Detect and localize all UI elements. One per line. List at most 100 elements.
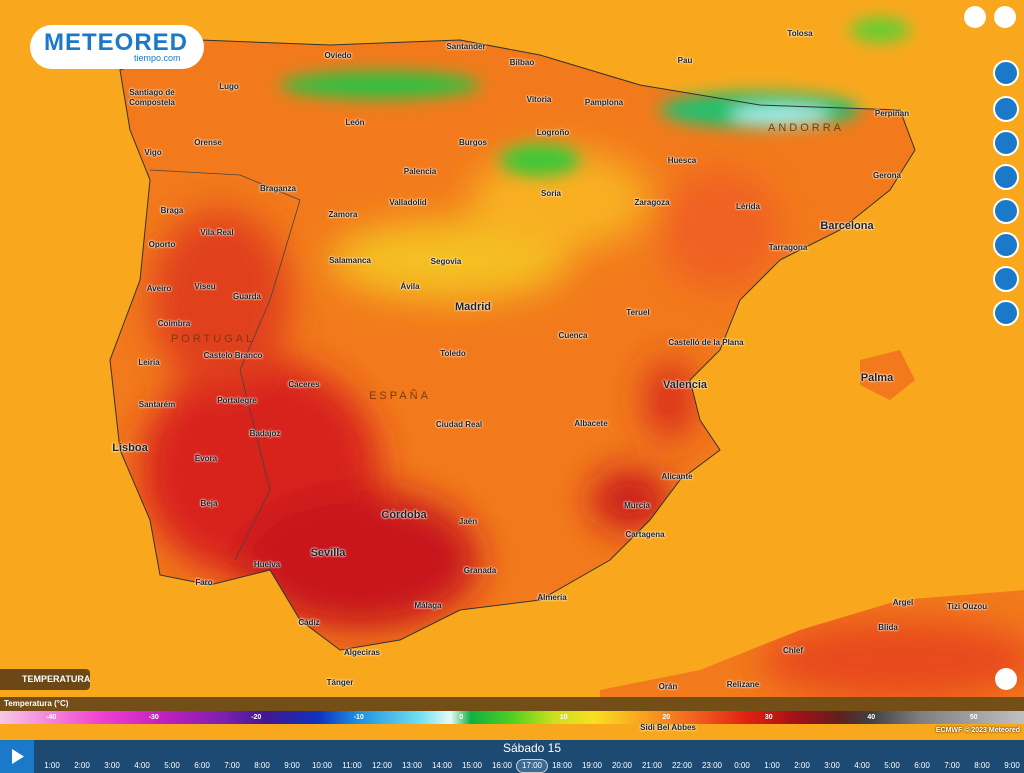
place-label: Lisboa	[112, 442, 148, 454]
hour[interactable]: 6:00	[914, 761, 930, 770]
selected-hour[interactable]: 17:00	[515, 759, 549, 773]
hour[interactable]: 22:00	[671, 761, 693, 770]
place-label: Vila Real	[200, 228, 234, 237]
place-label: Teruel	[626, 308, 650, 317]
place-label: Madrid	[454, 301, 492, 313]
hour[interactable]: 8:00	[974, 761, 990, 770]
legend-title: Temperatura (°C)	[0, 697, 1024, 711]
place-label: Guarda	[232, 292, 262, 301]
place-label: Castelló de la Plana	[668, 338, 744, 347]
place-label: Cáceres	[288, 380, 320, 389]
legend-tick: 0	[459, 714, 464, 721]
legend-tick: -30	[148, 714, 159, 721]
hour[interactable]: 9:00	[1004, 761, 1020, 770]
tool-button[interactable]	[993, 130, 1019, 156]
place-label: Argel	[892, 598, 914, 607]
hour[interactable]: 16:00	[491, 761, 513, 770]
place-label: Tizi Ouzou	[946, 602, 988, 611]
hour[interactable]: 7:00	[224, 761, 240, 770]
place-label: Jaén	[458, 517, 478, 526]
hour[interactable]: 14:00	[431, 761, 453, 770]
legend-tick: -40	[46, 714, 57, 721]
tool-button[interactable]	[993, 164, 1019, 190]
place-label: León	[345, 118, 365, 127]
hour[interactable]: 15:00	[461, 761, 483, 770]
tool-button[interactable]	[993, 96, 1019, 122]
place-label: Faro	[195, 578, 213, 587]
tool-button[interactable]	[993, 198, 1019, 224]
place-label: Almería	[537, 593, 567, 602]
hour[interactable]: 6:00	[194, 761, 210, 770]
tool-button[interactable]	[993, 232, 1019, 258]
place-label: Viseu	[194, 282, 216, 291]
hour[interactable]: 11:00	[342, 761, 362, 770]
hour[interactable]: 5:00	[164, 761, 180, 770]
hour[interactable]: 19:00	[581, 761, 603, 770]
credit: ECMWF © 2023 Meteored	[935, 727, 1020, 734]
place-label: Granada	[463, 566, 497, 575]
place-label: Santarém	[138, 400, 176, 409]
hour[interactable]: 2:00	[794, 761, 810, 770]
hour[interactable]: 12:00	[371, 761, 393, 770]
play-icon	[12, 749, 24, 764]
place-label: Valladolid	[389, 198, 427, 207]
small-button[interactable]	[964, 6, 986, 28]
hour[interactable]: 2:00	[74, 761, 90, 770]
place-label: Burgos	[459, 138, 487, 147]
place-label: Castelo Branco	[203, 351, 263, 360]
place-label: Salamanca	[329, 256, 371, 265]
play-button[interactable]	[0, 740, 34, 773]
hour[interactable]: 5:00	[884, 761, 900, 770]
place-label: Huesca	[667, 156, 697, 165]
place-label: Lugo	[219, 82, 239, 91]
place-label: Relizane	[726, 680, 760, 689]
place-label: Pamplona	[584, 98, 624, 107]
place-label: Braga	[160, 206, 184, 215]
hour[interactable]: 18:00	[551, 761, 573, 770]
logo[interactable]: METEORED tiempo.com	[30, 25, 204, 69]
place-label: Oporto	[148, 240, 176, 249]
place-label: Toledo	[440, 349, 466, 358]
place-label: Murcia	[624, 501, 650, 510]
hour[interactable]: 7:00	[944, 761, 960, 770]
layer-label[interactable]: TEMPERATURA	[0, 669, 90, 690]
small-button[interactable]	[995, 668, 1017, 690]
hour[interactable]: 1:00	[44, 761, 60, 770]
place-label: Alicante	[661, 472, 693, 481]
hour[interactable]: 8:00	[254, 761, 270, 770]
place-label: Coimbra	[157, 319, 191, 328]
hour[interactable]: 4:00	[854, 761, 870, 770]
place-label: ANDORRA	[767, 122, 845, 134]
hour[interactable]: 9:00	[284, 761, 300, 770]
place-label: Málaga	[414, 601, 442, 610]
place-label: Zamora	[328, 210, 358, 219]
tool-button[interactable]	[993, 300, 1019, 326]
hour[interactable]: 3:00	[824, 761, 840, 770]
place-label: Bilbao	[509, 58, 535, 67]
place-label: Orense	[194, 138, 222, 147]
brand: METEORED	[44, 29, 189, 56]
tool-button[interactable]	[993, 266, 1019, 292]
hour[interactable]: 0:00	[734, 761, 750, 770]
hour[interactable]: 13:00	[401, 761, 423, 770]
small-button[interactable]	[994, 6, 1016, 28]
hour[interactable]: 4:00	[134, 761, 150, 770]
legend-tick: 20	[662, 714, 671, 721]
place-label: Évora	[194, 454, 218, 463]
hour[interactable]: 10:00	[311, 761, 333, 770]
hour[interactable]: 21:00	[641, 761, 663, 770]
place-label: Tarragona	[768, 243, 808, 252]
legend-tick: -10	[353, 714, 364, 721]
hour[interactable]: 3:00	[104, 761, 120, 770]
tool-button[interactable]	[993, 60, 1019, 86]
hour[interactable]: 1:00	[764, 761, 780, 770]
place-label: Beja	[200, 499, 218, 508]
hour[interactable]: 20:00	[611, 761, 633, 770]
hour[interactable]: 23:00	[701, 761, 723, 770]
place-label: Algeciras	[343, 648, 381, 657]
place-label: Logroño	[536, 128, 570, 137]
place-label: Huelva	[253, 560, 281, 569]
place-label: Albacete	[574, 419, 608, 428]
place-label: Pau	[677, 56, 693, 65]
